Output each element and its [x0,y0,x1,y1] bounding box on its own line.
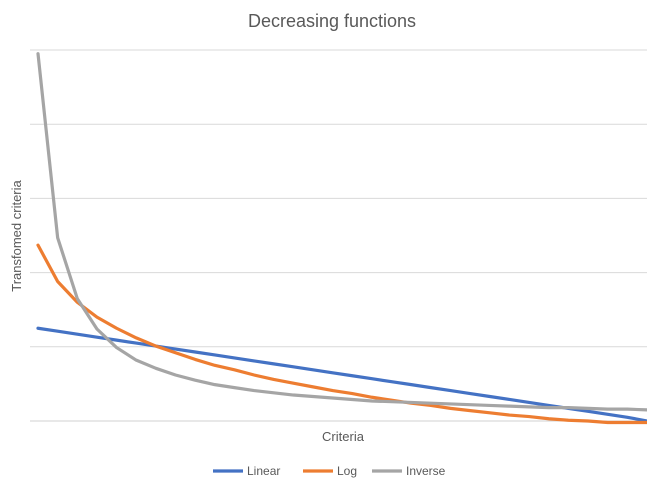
legend-item-inverse: Inverse [372,464,446,478]
series-line-linear [36,326,647,423]
series-line-inverse [36,52,647,412]
legend-item-log: Log [303,464,357,478]
series-lines [36,52,647,425]
x-axis-label: Criteria [322,429,365,444]
legend-item-linear: Linear [213,464,280,478]
y-axis-label: Transfomed criteria [9,179,24,291]
series-line-log [36,243,647,425]
legend-label-log: Log [337,464,357,478]
legend-label-linear: Linear [247,464,280,478]
legend: Linear Log Inverse [213,464,446,478]
legend-label-inverse: Inverse [406,464,446,478]
gridlines [30,49,647,422]
chart-title: Decreasing functions [248,11,416,31]
